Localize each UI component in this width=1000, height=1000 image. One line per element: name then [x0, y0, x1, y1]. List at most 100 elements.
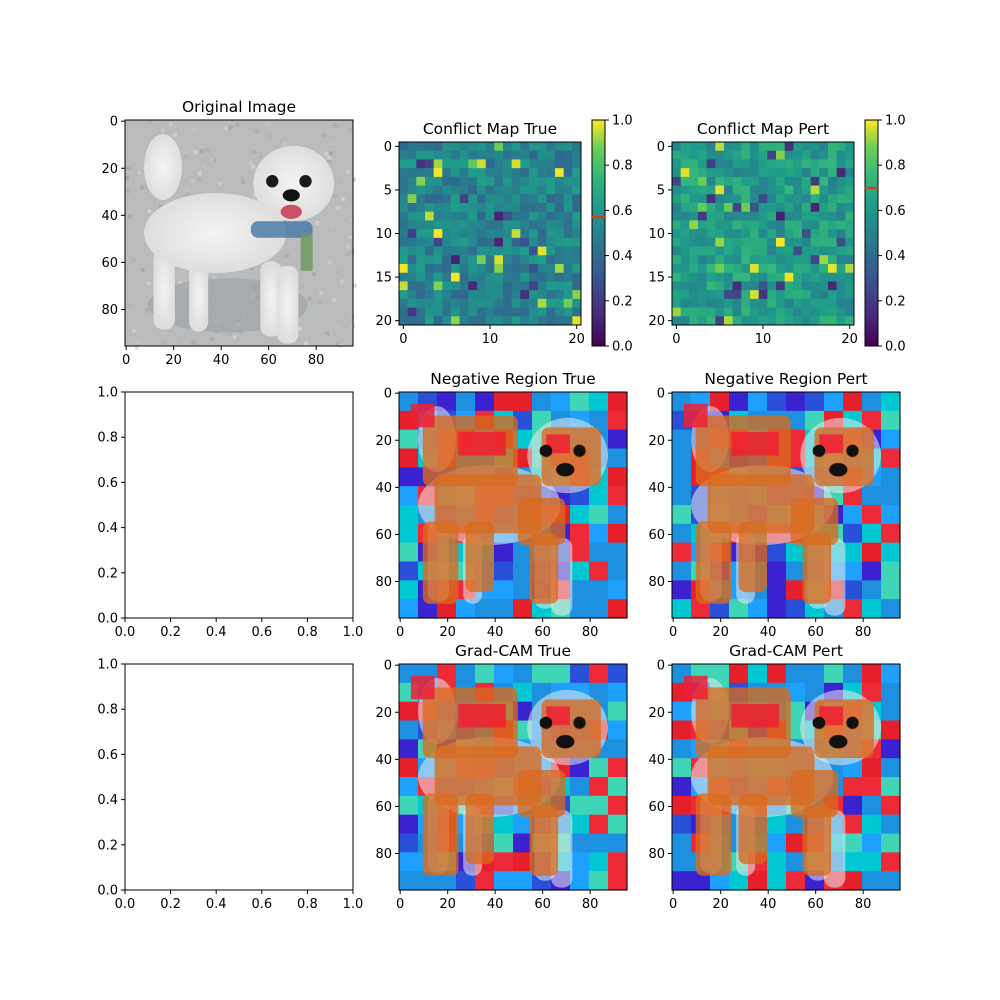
overlay-cell: [608, 467, 628, 487]
heatmap-cell: [845, 246, 855, 256]
heatmap-cell: [836, 142, 846, 152]
heatmap-cell: [706, 203, 716, 213]
heatmap-cell: [477, 255, 487, 265]
overlay-cell: [843, 777, 863, 797]
heatmap-cell: [407, 307, 417, 317]
heatmap-cell: [459, 290, 469, 300]
photo-texture: [134, 172, 139, 177]
overlay-cell: [672, 542, 692, 563]
heatmap-cell: [819, 220, 829, 230]
y-tick-label: 20: [648, 434, 665, 449]
heatmap-cell: [784, 246, 794, 256]
overlay-cell: [672, 833, 692, 853]
heatmap-cell: [520, 237, 530, 248]
overlay-cell: [532, 392, 552, 412]
heatmap-cell: [416, 316, 426, 326]
y-tick-label: 0.8: [97, 703, 118, 718]
heatmap-cell: [399, 159, 409, 169]
overlay-cell: [881, 833, 901, 853]
heatmap-cell: [802, 290, 812, 300]
heatmap-cell: [485, 142, 495, 152]
heatmap-cell: [741, 281, 751, 291]
overlay-cell: [710, 392, 730, 412]
heatmap-cell: [715, 316, 725, 326]
heatmap-cell: [672, 185, 682, 195]
photo-texture: [168, 122, 173, 127]
heatmap-cell: [724, 237, 734, 248]
heatmap-cell: [750, 220, 760, 230]
overlay-cell: [843, 392, 863, 412]
activation-red: [546, 434, 570, 454]
overlay-cell: [589, 523, 609, 544]
photo-texture: [183, 341, 188, 346]
overlay-cell: [589, 392, 609, 412]
activation-blob: [434, 474, 542, 534]
heatmap-cell: [468, 150, 478, 160]
heatmap-cell: [784, 255, 794, 265]
heatmap-cell: [511, 142, 521, 152]
overlay-cell: [862, 795, 882, 816]
overlay-cell: [513, 682, 533, 703]
heatmap-cell: [758, 237, 768, 248]
heatmap-cell: [477, 194, 487, 204]
heatmap-cell: [732, 307, 742, 317]
heatmap-cell: [407, 264, 417, 274]
heatmap-cell: [416, 255, 426, 265]
heatmap-cell: [706, 307, 716, 317]
heatmap-cell: [468, 272, 478, 282]
dog-nose: [829, 735, 848, 749]
heatmap-cell: [810, 150, 820, 160]
x-tick-label: 0: [396, 897, 404, 912]
heatmap-cell: [732, 316, 742, 326]
heatmap-cell: [407, 237, 417, 248]
heatmap-cell: [715, 298, 725, 309]
y-tick-label: 20: [375, 434, 392, 449]
heatmap-cell: [537, 290, 547, 300]
heatmap-cell: [810, 194, 820, 204]
heatmap-cell: [741, 272, 751, 282]
photo-texture: [146, 281, 151, 286]
photo-texture: [235, 122, 240, 127]
heatmap-cell: [750, 211, 760, 221]
heatmap-cell: [494, 176, 504, 187]
heatmap-cell: [776, 142, 786, 152]
heatmap-cell: [836, 229, 846, 239]
heatmap-cell: [459, 203, 469, 213]
activation-red: [458, 704, 506, 728]
heatmap-cell: [810, 264, 820, 274]
heatmap-cell: [758, 220, 768, 230]
heatmap-cell: [399, 185, 409, 195]
overlay-cell: [513, 561, 533, 581]
heatmap-cell: [477, 229, 487, 239]
overlay-cell: [589, 410, 609, 431]
y-tick-label: 0: [384, 140, 392, 155]
heatmap-cell: [706, 176, 716, 187]
heatmap-cell: [563, 246, 573, 256]
overlay-cell: [513, 814, 533, 835]
heatmap-cell: [819, 176, 829, 187]
panel-p2: 0.0 0.2 0.4 0.6 0.8 1.0 0 10 20 0 5 10 15 20 Conflict …: [375, 114, 632, 355]
heatmap-cell: [442, 281, 452, 291]
heatmap-cell: [546, 142, 556, 152]
heatmap-cell: [698, 290, 708, 300]
y-tick-label: 15: [375, 271, 392, 286]
colorbar-tick-label: 0.2: [612, 294, 633, 309]
heatmap-cell: [715, 237, 725, 248]
overlay-cell: [456, 392, 476, 412]
heatmap-cell: [672, 264, 682, 274]
heatmap-cell: [477, 307, 487, 317]
heatmap-cell: [563, 272, 573, 282]
heatmap-cell: [750, 194, 760, 204]
heatmap-cell: [433, 237, 443, 248]
heatmap-cell: [828, 316, 838, 326]
heatmap-cell: [758, 194, 768, 204]
overlay-cell: [805, 392, 825, 412]
panel-title: Negative Region Pert: [704, 370, 867, 388]
heatmap-cell: [399, 307, 409, 317]
heatmap-cell: [468, 264, 478, 274]
overlay-cell: [589, 777, 609, 797]
overlay-cell: [494, 561, 514, 581]
x-tick-label: 0.0: [115, 625, 136, 640]
heatmap-cell: [416, 194, 426, 204]
heatmap-cell: [715, 176, 725, 187]
